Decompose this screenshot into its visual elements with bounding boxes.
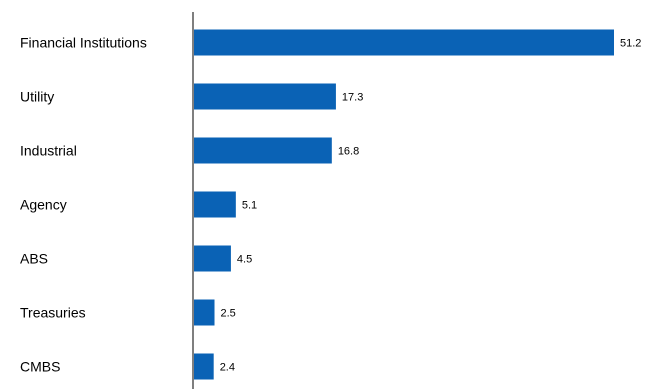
value-label: 5.1 bbox=[242, 200, 257, 212]
bar bbox=[194, 353, 214, 380]
bar bbox=[194, 137, 332, 164]
value-label: 17.3 bbox=[342, 92, 363, 104]
category-label: CMBS bbox=[20, 359, 60, 375]
value-label: 51.2 bbox=[620, 38, 641, 50]
bar bbox=[194, 83, 336, 110]
value-label: 16.8 bbox=[338, 146, 359, 158]
category-label: Utility bbox=[20, 89, 54, 105]
bars bbox=[194, 29, 614, 380]
category-labels: Financial Institutions Utility Industrial A… bbox=[20, 35, 147, 375]
bar bbox=[194, 191, 236, 218]
bar bbox=[194, 29, 614, 56]
category-label: Treasuries bbox=[20, 305, 86, 321]
bar bbox=[194, 245, 231, 272]
category-label: Industrial bbox=[20, 143, 77, 159]
value-label: 2.4 bbox=[220, 362, 235, 374]
category-label: ABS bbox=[20, 251, 48, 267]
category-label: Financial Institutions bbox=[20, 35, 147, 51]
bar bbox=[194, 299, 215, 326]
category-label: Agency bbox=[20, 197, 67, 213]
value-label: 2.5 bbox=[221, 308, 236, 320]
value-label: 4.5 bbox=[237, 254, 252, 266]
value-labels: 51.2 17.3 16.8 5.1 4.5 2.5 2.4 bbox=[220, 38, 642, 374]
